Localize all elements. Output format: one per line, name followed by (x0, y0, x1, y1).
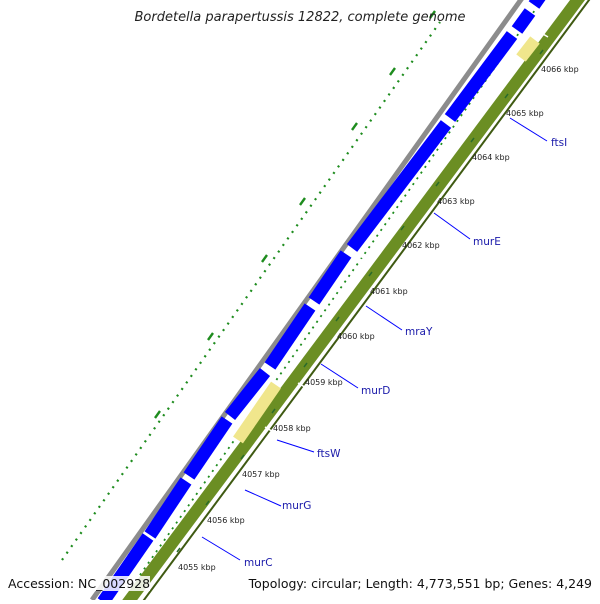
ruler-tick (303, 362, 308, 368)
highlight-block (233, 381, 281, 444)
gene-leader-line (433, 212, 471, 240)
forward-gene-arrow (264, 303, 316, 370)
gc-dash (351, 122, 358, 131)
ruler-label: 4057 kbp (242, 470, 280, 479)
map-title: Bordetella parapertussis 12822, complete… (134, 10, 466, 25)
ruler-tick (435, 181, 440, 187)
ruler-label: 4062 kbp (402, 241, 440, 250)
gene-label-murG: murG (282, 500, 311, 512)
ruler-tick (470, 137, 475, 143)
gc-dash (429, 10, 436, 19)
accession-text: Accession: NC_002928 (8, 576, 151, 591)
gc-dash (207, 332, 214, 341)
kbp-ruler: 4055 kbp 4056 kbp 4057 kbp 4058 kbp 4059 kbp… (176, 49, 579, 572)
forward-gene-arrow (224, 367, 271, 421)
gene-leader-line (244, 489, 282, 507)
gc-dots-inner (139, 0, 544, 576)
ruler-tick (176, 547, 181, 553)
ruler-label: 4060 kbp (337, 332, 375, 341)
gc-dash (299, 197, 306, 206)
ruler-label: 4059 kbp (305, 378, 343, 387)
gc-dash (389, 67, 396, 76)
ruler-tick (335, 316, 340, 322)
forward-gene-arrow (444, 31, 518, 122)
forward-gene-arrow (511, 8, 536, 34)
gene-leader-line (276, 439, 315, 453)
gene-label-layer: murC murG ftsW murD mraY murE ftsI (201, 117, 567, 569)
ruler-label: 4063 kbp (437, 197, 475, 206)
gene-label-murC: murC (244, 557, 273, 569)
ruler-tick (205, 500, 210, 506)
ruler-label: 4066 kbp (541, 65, 579, 74)
gene-label-murE: murE (473, 236, 501, 248)
highlight-block (516, 36, 540, 62)
ruler-label: 4065 kbp (506, 109, 544, 118)
forward-strand-track (97, 0, 546, 604)
gc-dots-outer (61, 21, 441, 561)
gene-label-ftsW: ftsW (317, 448, 341, 460)
strand-separator (537, 30, 549, 38)
forward-gene-arrow (144, 477, 192, 539)
ruler-tick (400, 225, 405, 231)
ruler-label: 4064 kbp (472, 153, 510, 162)
ruler-tick (539, 49, 544, 55)
gene-label-murD: murD (361, 385, 390, 397)
strand-separator (297, 382, 309, 390)
gc-dash (261, 254, 268, 263)
forward-gene-arrow (308, 250, 352, 305)
gene-leader-line (509, 117, 548, 142)
strand-separator (359, 258, 371, 266)
forward-gene-arrow (183, 416, 233, 480)
gene-leader-line (201, 536, 241, 561)
forward-gene-arrow (346, 120, 452, 252)
forward-gene-arrow (97, 533, 154, 604)
ruler-label: 4061 kbp (370, 287, 408, 296)
ruler-tick (240, 454, 245, 460)
gc-skew-track (61, 0, 544, 576)
forward-gene-arrow (528, 0, 546, 9)
ruler-label: 4055 kbp (178, 563, 216, 572)
backbone-track (89, 0, 524, 602)
ruler-tick (368, 271, 373, 277)
gene-label-mraY: mraY (405, 326, 433, 338)
gene-leader-line (320, 363, 359, 389)
ruler-tick (504, 93, 509, 99)
reverse-strand-track (121, 0, 591, 604)
strand-separator (264, 426, 276, 434)
ruler-label: 4058 kbp (273, 424, 311, 433)
reverse-strand-edge (139, 0, 591, 604)
topology-summary: Topology: circular; Length: 4,773,551 bp… (248, 576, 592, 591)
ruler-tick (271, 408, 276, 414)
gene-leader-line (365, 305, 403, 331)
gene-label-ftsI: ftsI (551, 137, 567, 149)
gc-dash (154, 410, 161, 419)
ruler-label: 4056 kbp (207, 516, 245, 525)
reverse-strand-band (121, 0, 586, 604)
backbone-line (89, 0, 524, 602)
